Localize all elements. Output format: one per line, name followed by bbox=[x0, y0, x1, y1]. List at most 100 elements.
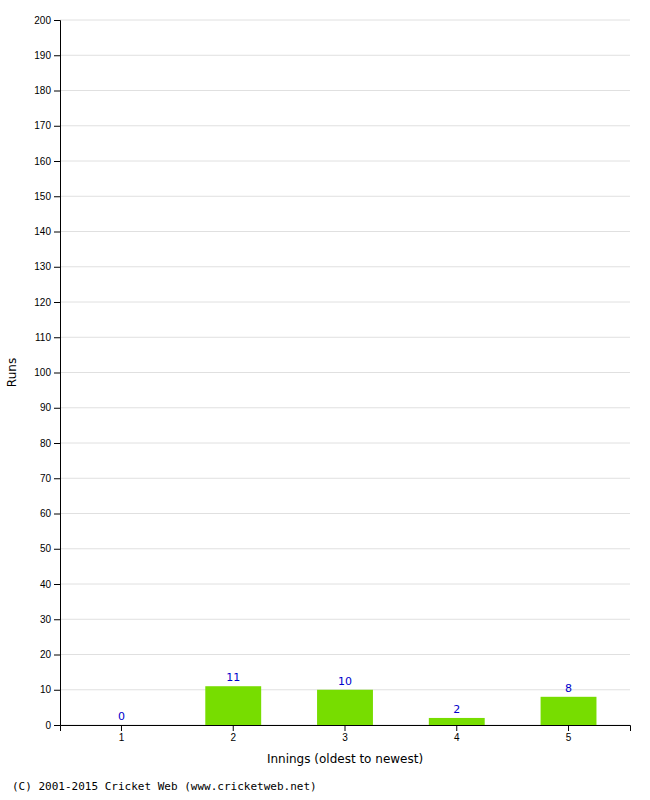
tick-label: 2 bbox=[230, 732, 236, 743]
tick-label: 110 bbox=[35, 332, 51, 343]
grid-line bbox=[60, 337, 630, 338]
tick-mark bbox=[54, 232, 60, 233]
tick-mark bbox=[54, 478, 60, 479]
tick-label: 4 bbox=[454, 732, 460, 743]
footer: (C) 2001-2015 Cricket Web (www.cricketwe… bbox=[12, 780, 317, 793]
tick: 30 bbox=[40, 614, 60, 625]
tick: 160 bbox=[34, 156, 60, 167]
tick-label: 10 bbox=[40, 684, 52, 695]
tick: 80 bbox=[40, 438, 60, 449]
tick-mark bbox=[345, 725, 346, 731]
tick: 200 bbox=[34, 15, 60, 26]
tick-mark bbox=[54, 443, 60, 444]
tick: 3 bbox=[342, 725, 348, 743]
tick-label: 200 bbox=[34, 15, 51, 26]
bar bbox=[205, 686, 261, 725]
tick: 130 bbox=[34, 261, 60, 272]
grid-line bbox=[60, 90, 630, 91]
data-label: 11 bbox=[226, 671, 240, 684]
bar bbox=[317, 690, 373, 725]
grid-line bbox=[60, 443, 630, 444]
tick-label: 1 bbox=[119, 732, 125, 743]
tick-label: 70 bbox=[40, 473, 52, 484]
tick: 50 bbox=[40, 543, 60, 554]
tick-mark bbox=[54, 91, 60, 92]
bar bbox=[94, 725, 150, 726]
bars bbox=[205, 686, 596, 725]
grid-line bbox=[60, 654, 630, 655]
grid-line bbox=[60, 302, 630, 303]
tick: 0 bbox=[45, 720, 60, 731]
grid-line bbox=[60, 619, 630, 620]
grid-line bbox=[60, 513, 630, 514]
tick: 1 bbox=[119, 725, 125, 743]
grid-line bbox=[60, 372, 630, 373]
tick: 100 bbox=[34, 367, 60, 378]
data-label: 8 bbox=[565, 682, 572, 695]
tick-mark bbox=[54, 408, 60, 409]
tick-label: 20 bbox=[40, 649, 52, 660]
grid-line bbox=[60, 478, 630, 479]
tick-mark bbox=[54, 549, 60, 550]
tick-label: 3 bbox=[342, 732, 348, 743]
tick-mark bbox=[54, 20, 60, 21]
y-axis-title: Runs bbox=[5, 358, 19, 387]
tick: 10 bbox=[40, 684, 60, 695]
grid-line bbox=[60, 407, 630, 408]
tick-mark bbox=[54, 161, 60, 162]
grid-line bbox=[60, 266, 630, 267]
tick: 20 bbox=[40, 649, 60, 660]
grid bbox=[60, 20, 630, 725]
bar bbox=[429, 718, 485, 725]
tick-mark bbox=[54, 584, 60, 585]
grid-line bbox=[60, 231, 630, 232]
tick-label: 100 bbox=[34, 367, 51, 378]
tick-mark bbox=[233, 725, 234, 731]
tick-label: 140 bbox=[34, 226, 51, 237]
tick-label: 0 bbox=[45, 720, 51, 731]
tick-mark bbox=[54, 690, 60, 691]
tick-mark bbox=[568, 725, 569, 731]
data-labels: 0111028 bbox=[118, 671, 572, 723]
tick-mark bbox=[54, 514, 60, 515]
plot: 0 10 20 30 40 50 60 70 80 90 100 110 120 130 140 150 160… bbox=[34, 15, 630, 743]
tick-label: 160 bbox=[34, 156, 51, 167]
grid-line bbox=[60, 196, 630, 197]
tick-label: 150 bbox=[34, 191, 51, 202]
tick: 70 bbox=[40, 473, 60, 484]
tick-label: 40 bbox=[40, 579, 52, 590]
chart: 0 10 20 30 40 50 60 70 80 90 100 110 120 130 140 150 160… bbox=[0, 0, 650, 800]
tick-mark bbox=[54, 373, 60, 374]
grid-line bbox=[60, 584, 630, 585]
tick-label: 130 bbox=[34, 261, 51, 272]
tick: 90 bbox=[40, 402, 60, 413]
tick-mark bbox=[121, 725, 122, 731]
bar bbox=[541, 697, 597, 725]
tick-label: 170 bbox=[34, 120, 51, 131]
tick-label: 60 bbox=[40, 508, 52, 519]
axis-line bbox=[61, 726, 631, 732]
tick: 5 bbox=[566, 725, 572, 743]
tick: 170 bbox=[34, 120, 60, 131]
tick-mark bbox=[54, 267, 60, 268]
tick: 140 bbox=[34, 226, 60, 237]
tick: 180 bbox=[34, 85, 60, 96]
tick: 4 bbox=[454, 725, 460, 743]
x-axis: 1 2 3 4 5 bbox=[61, 725, 631, 743]
tick: 110 bbox=[35, 332, 60, 343]
tick-label: 190 bbox=[34, 50, 51, 61]
axis-line bbox=[54, 21, 61, 726]
grid-line bbox=[60, 548, 630, 549]
tick: 2 bbox=[230, 725, 236, 743]
tick: 150 bbox=[34, 191, 60, 202]
tick-label: 180 bbox=[34, 85, 51, 96]
tick-mark bbox=[54, 337, 60, 338]
tick: 190 bbox=[34, 50, 60, 61]
tick-mark bbox=[54, 725, 60, 726]
tick-mark bbox=[54, 619, 60, 620]
tick-mark bbox=[456, 725, 457, 731]
tick-label: 30 bbox=[40, 614, 52, 625]
tick: 60 bbox=[40, 508, 60, 519]
tick-label: 5 bbox=[566, 732, 572, 743]
tick: 120 bbox=[34, 297, 60, 308]
